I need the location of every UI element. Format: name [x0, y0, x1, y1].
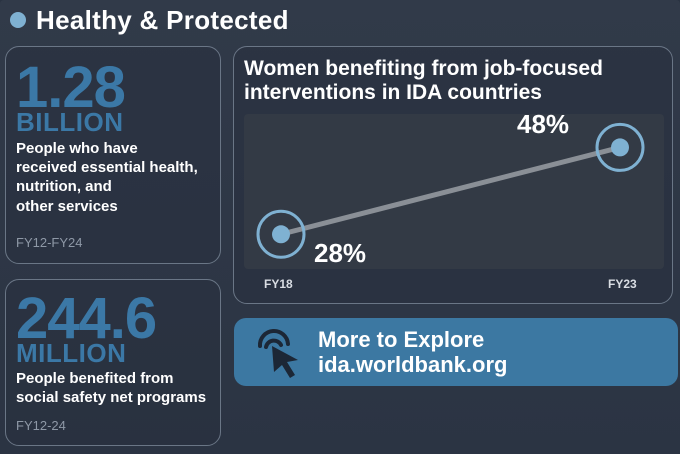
section-header: Healthy & Protected: [10, 4, 289, 36]
stat-unit: MILLION: [16, 338, 127, 368]
stat-description-line: People benefited from: [16, 370, 174, 387]
series-line: [280, 144, 621, 237]
stat-period: FY12-FY24: [16, 235, 83, 250]
stat-description-line: People who have: [16, 140, 138, 157]
data-point: [272, 225, 290, 244]
stat-description: People benefited from social safety net …: [16, 369, 206, 407]
stat-period: FY12-24: [16, 418, 66, 433]
x-tick-label: FY23: [608, 277, 637, 291]
explore-title: More to Explore: [318, 326, 485, 352]
stat-description-line: other services: [16, 197, 118, 215]
explore-text: More to Explore ida.worldbank.org: [318, 327, 507, 378]
circle-bullet-icon: [10, 12, 26, 28]
stat-description-line: social safety net programs: [16, 389, 207, 407]
stat-description: People who have received essential healt…: [16, 139, 198, 216]
stat-unit: BILLION: [16, 107, 124, 137]
stat-card-safety-net: 244.6 MILLION People benefited from soci…: [5, 279, 221, 446]
section-title: Healthy & Protected: [36, 4, 289, 35]
data-point-ring: [256, 209, 306, 259]
stat-number: 244.6: [16, 286, 157, 351]
stat-card-health: 1.28 BILLION People who have received es…: [5, 46, 221, 264]
cursor-click-icon: [257, 328, 298, 378]
data-point-ring: [595, 122, 645, 172]
stat-description-line: received essential health,: [16, 159, 198, 177]
data-point: [611, 138, 629, 157]
stat-description-line: nutrition, and: [16, 178, 112, 196]
explore-link[interactable]: ida.worldbank.org: [318, 352, 508, 377]
x-tick-label: FY18: [264, 277, 293, 291]
chart-title: Women benefiting from job-focused interv…: [244, 57, 603, 104]
data-label: 28%: [314, 238, 367, 269]
chart-svg: [256, 122, 645, 259]
explore-button[interactable]: More to Explore ida.worldbank.org: [234, 318, 678, 386]
data-label: 48%: [517, 109, 570, 140]
chart-card: Women benefiting from job-focused interv…: [233, 46, 673, 304]
stat-number: 1.28: [16, 55, 126, 120]
